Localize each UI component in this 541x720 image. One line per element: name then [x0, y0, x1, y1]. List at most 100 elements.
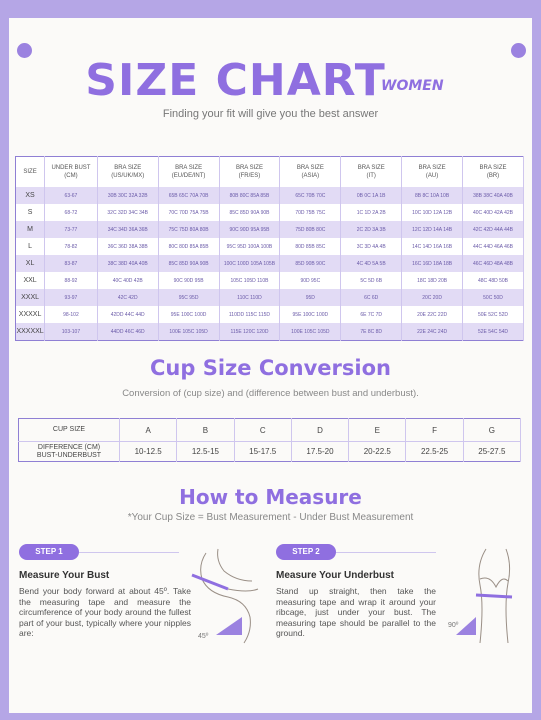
- size-table-cell: 22E 24C 24D: [401, 323, 464, 341]
- size-table-cell: 50E 52C 52D: [462, 306, 524, 323]
- step2-text: Stand up straight, then take the measuri…: [276, 586, 436, 638]
- size-table-cell: 85D 90B 90C: [279, 255, 342, 272]
- size-table-cell: 63-67: [44, 187, 98, 204]
- title-tag: WOMEN: [381, 78, 444, 94]
- step2-badge: STEP 2: [276, 544, 336, 560]
- cup-diff-cell: 10-12.5: [119, 441, 178, 462]
- size-table-header-cell: BRA SIZE (FR/ES): [219, 156, 281, 187]
- title-row: SIZE CHART: [0, 55, 541, 106]
- size-table-cell: 100C 100D 105A 105B: [219, 255, 281, 272]
- step1-heading: Measure Your Bust: [19, 570, 110, 581]
- size-table-cell: 14C 14D 16A 16B: [401, 238, 464, 255]
- size-table-cell: S: [15, 204, 46, 221]
- size-table-cell: XXXL: [15, 289, 46, 306]
- size-table-row: S 68-72 32C 32D 34C 34B 70C 70D 75A 75B 85C …: [15, 204, 524, 221]
- size-table-cell: 3C 3D 4A 4B: [340, 238, 403, 255]
- size-table-cell: 44DD 46C 46D: [97, 323, 159, 341]
- size-table-cell: 5C 5D 6B: [340, 272, 403, 289]
- size-table-cell: 75C 75D 80A 80B: [158, 221, 220, 238]
- size-table-cell: 83-87: [44, 255, 98, 272]
- step2-divider: [336, 552, 436, 553]
- size-table-cell: XXXXL: [15, 306, 46, 323]
- step2-illustration: 90º: [448, 548, 513, 644]
- size-table-cell: 40C 40D 42B: [97, 272, 159, 289]
- pin-left-icon: [17, 43, 32, 58]
- size-table-cell: 40C 40D 42A 42B: [462, 204, 524, 221]
- size-table-row: L 78-82 36C 36D 38A 38B 80C 80D 85A 85B 95C …: [15, 238, 524, 255]
- size-table-cell: 70C 70D 75A 75B: [158, 204, 220, 221]
- step1-divider: [79, 552, 179, 553]
- size-table-cell: XL: [15, 255, 46, 272]
- size-table-cell: 6C 6D: [340, 289, 403, 306]
- measure-formula: *Your Cup Size = Bust Measurement - Unde…: [127, 512, 414, 523]
- size-table-cell: 32C 32D 34C 34B: [97, 204, 159, 221]
- size-table-cell: 110DD 115C 115D: [219, 306, 281, 323]
- cup-diff-label: DIFFERENCE (CM) BUST-UNDERBUST: [18, 441, 120, 462]
- cup-letter-cell: G: [463, 418, 522, 442]
- size-table-cell: 38B 38C 40A 40B: [462, 187, 524, 204]
- size-table-cell: XS: [15, 187, 46, 204]
- size-table-cell: 16C 16D 18A 18B: [401, 255, 464, 272]
- measure-title: How to Measure: [179, 485, 362, 509]
- size-table-cell: 18C 18D 20B: [401, 272, 464, 289]
- cup-letter-cell: D: [291, 418, 350, 442]
- cup-letter-cell: F: [405, 418, 464, 442]
- cup-title: Cup Size Conversion: [150, 356, 391, 380]
- size-table-cell: 100E 105C 105D: [158, 323, 220, 341]
- page-title: SIZE CHART: [85, 55, 386, 106]
- step1-text: Bend your body forward at about 45º. Tak…: [19, 586, 191, 638]
- size-table-cell: 44C 44D 46A 46B: [462, 238, 524, 255]
- step2-angle: 90º: [448, 622, 459, 629]
- size-table-cell: 12C 12D 14A 14B: [401, 221, 464, 238]
- step2-heading: Measure Your Underbust: [276, 570, 394, 581]
- size-table-cell: 90D 95C: [279, 272, 342, 289]
- size-table-cell: 95E 100C 100D: [279, 306, 342, 323]
- step1-badge: STEP 1: [19, 544, 79, 560]
- size-table-cell: 2C 2D 3A 3B: [340, 221, 403, 238]
- size-table-cell: XXXXXL: [15, 323, 46, 341]
- size-table-cell: 80D 85B 85C: [279, 238, 342, 255]
- size-table-cell: 73-77: [44, 221, 98, 238]
- size-table-cell: 52E 54C 54D: [462, 323, 524, 341]
- size-table-cell: 38C 38D 40A 40B: [97, 255, 159, 272]
- size-table-cell: 105C 105D 110B: [219, 272, 281, 289]
- size-table-cell: 30B 30C 32A 32B: [97, 187, 159, 204]
- size-table-cell: 48C 48D 50B: [462, 272, 524, 289]
- size-table-header-cell: SIZE: [15, 156, 46, 187]
- size-table-cell: 36C 36D 38A 38B: [97, 238, 159, 255]
- size-table-cell: 46C 46D 48A 48B: [462, 255, 524, 272]
- size-table-cell: XXL: [15, 272, 46, 289]
- size-table-cell: 78-82: [44, 238, 98, 255]
- size-table-cell: 0B 0C 1A 1B: [340, 187, 403, 204]
- step1-angle: 45º: [198, 633, 209, 640]
- size-table-cell: 65C 70B 70C: [279, 187, 342, 204]
- size-table-cell: 110C 110D: [219, 289, 281, 306]
- chart-card: [9, 18, 532, 713]
- cup-letter-cell: A: [119, 418, 178, 442]
- cup-letter-cell: C: [234, 418, 292, 442]
- size-table-body: XS 63-67 30B 30C 32A 32B 65B 65C 70A 70B 80B…: [15, 187, 524, 341]
- size-table-cell: 75D 80B 80C: [279, 221, 342, 238]
- size-table-header: SIZE UNDER BUST (CM) BRA SIZE (US/UK/MX) BR…: [15, 156, 524, 187]
- size-table-header-cell: BRA SIZE (AU): [401, 156, 464, 187]
- size-table-header-cell: BRA SIZE (EU/DE/INT): [158, 156, 220, 187]
- size-table-cell: 7E 8C 8D: [340, 323, 403, 341]
- size-table-cell: 80C 80D 85A 85B: [158, 238, 220, 255]
- size-table-cell: 4C 4D 5A 5B: [340, 255, 403, 272]
- size-table-cell: 8B 8C 10A 10B: [401, 187, 464, 204]
- size-table-cell: 90C 90D 95B: [158, 272, 220, 289]
- size-table-cell: 42C 42D: [97, 289, 159, 306]
- cup-row-label: CUP SIZE: [18, 418, 120, 442]
- size-table-row: XL 83-87 38C 38D 40A 40B 85C 85D 90A 90B 100…: [15, 255, 524, 272]
- size-table-cell: 90C 90D 95A 95B: [219, 221, 281, 238]
- size-table-header-cell: BRA SIZE (ASIA): [279, 156, 342, 187]
- size-table-cell: 42DD 44C 44D: [97, 306, 159, 323]
- size-table-cell: 1C 1D 2A 2B: [340, 204, 403, 221]
- cup-diff-cell: 25-27.5: [463, 441, 522, 462]
- size-table: SIZE UNDER BUST (CM) BRA SIZE (US/UK/MX) BR…: [15, 156, 524, 341]
- size-table-row: XXXL 93-97 42C 42D 95C 95D 110C 110D 95D 6C 6D…: [15, 289, 524, 306]
- size-table-cell: 98-102: [44, 306, 98, 323]
- size-table-cell: 70D 75B 75C: [279, 204, 342, 221]
